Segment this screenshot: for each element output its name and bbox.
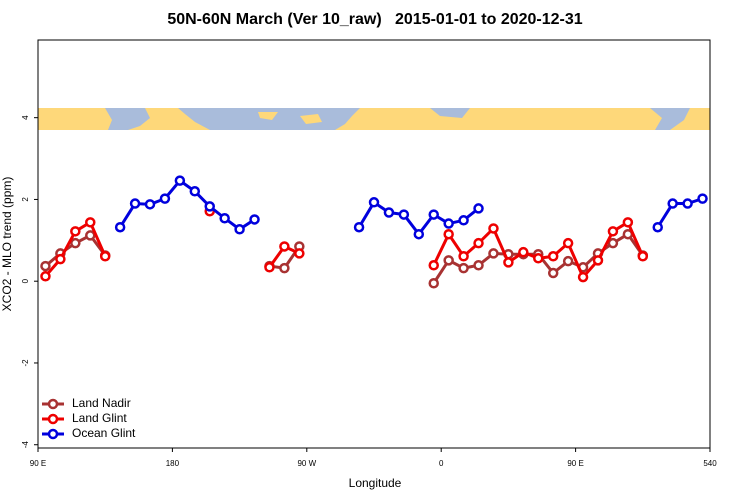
point xyxy=(547,267,559,279)
point xyxy=(458,215,469,226)
point xyxy=(70,226,81,237)
y-tick-label: 2 xyxy=(21,197,30,202)
point xyxy=(577,271,589,283)
point xyxy=(249,214,260,225)
point xyxy=(159,193,171,204)
legend-marker xyxy=(47,398,59,410)
point xyxy=(294,248,305,259)
point xyxy=(40,271,51,282)
y-axis-label: XCO2 - MLO trend (ppm) xyxy=(0,177,14,312)
y-tick-label: 0 xyxy=(21,278,30,283)
point xyxy=(353,221,365,233)
point xyxy=(234,224,245,235)
point xyxy=(428,260,439,271)
point xyxy=(443,228,454,240)
point xyxy=(279,241,290,252)
y-tick-label: -2 xyxy=(21,359,30,367)
point xyxy=(458,251,469,262)
point xyxy=(652,221,663,233)
legend-label: Land Nadir xyxy=(72,396,131,410)
y-tick-label: -4 xyxy=(21,441,30,449)
point xyxy=(637,251,649,262)
legend-label: Ocean Glint xyxy=(72,426,136,440)
point xyxy=(85,230,96,241)
point xyxy=(488,248,499,259)
point xyxy=(562,237,574,249)
point xyxy=(428,209,439,220)
point xyxy=(279,262,290,274)
x-tick-label: 90 E xyxy=(567,459,583,468)
point xyxy=(70,237,81,249)
point xyxy=(697,193,708,204)
x-tick-label: 90 E xyxy=(30,459,46,468)
point xyxy=(473,203,484,214)
point xyxy=(443,255,454,266)
point xyxy=(174,175,186,186)
point xyxy=(114,221,126,233)
y-tick-label: 4 xyxy=(21,115,30,120)
chart-title: 50N-60N March (Ver 10_raw) 2015-01-01 to… xyxy=(167,11,582,28)
point xyxy=(204,201,215,212)
x-tick-label: 0 xyxy=(439,459,444,468)
point xyxy=(40,260,51,272)
point xyxy=(368,197,380,208)
point xyxy=(189,186,201,197)
point xyxy=(473,237,484,249)
point xyxy=(129,198,141,209)
point xyxy=(667,198,678,209)
point xyxy=(488,223,499,234)
point xyxy=(99,251,111,262)
point xyxy=(518,246,529,258)
point xyxy=(413,228,425,240)
point xyxy=(383,207,395,218)
legend-marker xyxy=(47,428,59,440)
point xyxy=(607,226,619,237)
point xyxy=(398,209,410,220)
point xyxy=(533,253,544,264)
x-tick-label: 180 xyxy=(166,459,180,468)
x-tick-label: 90 W xyxy=(297,459,316,468)
point xyxy=(592,255,604,266)
point xyxy=(428,277,439,289)
point xyxy=(144,199,156,210)
legend-label: Land Glint xyxy=(72,411,127,425)
point xyxy=(622,217,634,228)
x-tick-label: 540 xyxy=(703,459,717,468)
point xyxy=(547,251,559,262)
point xyxy=(264,262,275,273)
map-strip xyxy=(38,108,710,130)
point xyxy=(458,262,469,274)
point xyxy=(219,212,230,224)
point xyxy=(55,253,66,265)
x-axis-label: Longitude xyxy=(349,476,402,490)
point xyxy=(503,257,514,268)
point xyxy=(473,260,484,271)
point xyxy=(85,217,96,228)
point xyxy=(562,255,574,267)
point xyxy=(607,237,619,249)
legend-marker xyxy=(47,413,59,425)
point xyxy=(682,198,693,209)
point xyxy=(443,218,454,229)
plot-frame xyxy=(37,39,711,449)
